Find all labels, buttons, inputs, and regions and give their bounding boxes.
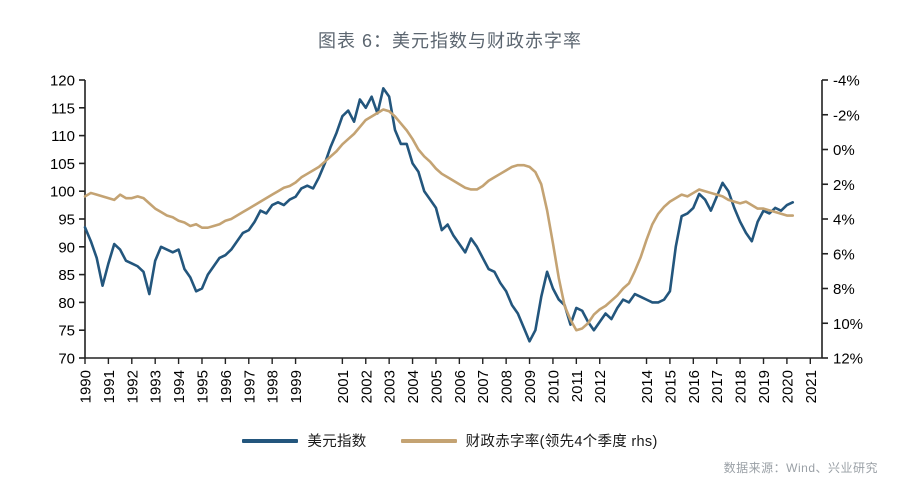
- chart-tick-labels: 120 115 110 105 100 95 90 85 80 75 70 -4% -2% 0% 2% 4% 6…: [50, 73, 863, 404]
- right-tick-label: 10%: [833, 316, 863, 333]
- left-tick-label: 85: [58, 267, 75, 284]
- x-tick-label: 2020: [779, 370, 796, 403]
- x-tick-label: 1998: [265, 370, 282, 403]
- x-tick-label: 1990: [78, 370, 95, 403]
- left-tick-label: 110: [51, 128, 75, 145]
- x-tick-label: 2012: [592, 370, 609, 403]
- x-tick-label: 1996: [218, 370, 235, 403]
- x-tick-label: 2006: [452, 370, 469, 403]
- x-tick-label: 2001: [335, 370, 352, 403]
- x-tick-label: 1995: [194, 370, 211, 403]
- left-tick-label: 70: [58, 351, 75, 368]
- x-tick-label: 2007: [475, 370, 492, 403]
- x-tick-label: 2019: [756, 370, 773, 403]
- right-tick-label: 8%: [833, 281, 855, 298]
- x-tick-label: 2015: [662, 370, 679, 403]
- x-tick-label: 1999: [288, 370, 305, 403]
- right-tick-label: 2%: [833, 177, 855, 194]
- x-tick-label: 2017: [709, 370, 726, 403]
- x-tick-label: 2008: [499, 370, 516, 403]
- x-tick-label: 1997: [241, 370, 258, 403]
- left-tick-label: 100: [50, 184, 75, 201]
- left-tick-label: 90: [58, 239, 75, 256]
- right-tick-label: 6%: [833, 246, 855, 263]
- x-tick-label: 1991: [101, 370, 118, 403]
- series-line-0: [83, 87, 795, 343]
- x-tick-label: 1994: [171, 370, 188, 403]
- legend-item-1[interactable]: 财政赤字率(领先4个季度 rhs): [400, 430, 658, 451]
- left-tick-label: 105: [50, 156, 75, 173]
- x-tick-label: 2004: [405, 370, 422, 403]
- x-tick-label: 1993: [148, 370, 165, 403]
- x-tick-label: 2010: [545, 370, 562, 403]
- chart-axes: [79, 79, 828, 364]
- x-tick-label: 2005: [428, 370, 445, 403]
- x-tick-label: 2002: [358, 370, 375, 403]
- right-tick-label: 4%: [833, 212, 855, 229]
- x-tick-label: 2016: [686, 370, 703, 403]
- left-tick-label: 120: [50, 73, 75, 90]
- source-note: 数据来源：Wind、兴业研究: [723, 461, 878, 475]
- chart-legend: 美元指数 财政赤字率(领先4个季度 rhs): [0, 430, 900, 451]
- series-line-1: [83, 108, 795, 332]
- right-tick-label: 12%: [833, 351, 863, 368]
- right-tick-label: -2%: [833, 107, 860, 124]
- left-tick-label: 115: [51, 100, 75, 117]
- x-tick-label: 2011: [569, 370, 586, 402]
- right-tick-label: 0%: [833, 142, 855, 159]
- legend-swatch-1: [400, 438, 457, 443]
- x-tick-label: 2014: [639, 370, 656, 403]
- chart-series: [83, 87, 795, 343]
- x-tick-label: 2018: [733, 370, 750, 403]
- x-tick-label: 1992: [124, 370, 141, 403]
- legend-item-0[interactable]: 美元指数: [242, 430, 366, 451]
- legend-label-0: 美元指数: [307, 434, 367, 450]
- legend-swatch-0: [242, 438, 299, 443]
- left-tick-label: 75: [58, 323, 75, 340]
- right-tick-label: -4%: [833, 73, 860, 90]
- page-title: 图表 6：美元指数与财政赤字率: [317, 31, 582, 51]
- left-tick-label: 80: [58, 295, 75, 312]
- x-tick-label: 2021: [803, 370, 820, 403]
- legend-label-1: 财政赤字率(领先4个季度 rhs): [465, 434, 658, 450]
- left-tick-label: 95: [58, 212, 75, 229]
- x-tick-label: 2003: [382, 370, 399, 403]
- x-tick-label: 2009: [522, 370, 539, 403]
